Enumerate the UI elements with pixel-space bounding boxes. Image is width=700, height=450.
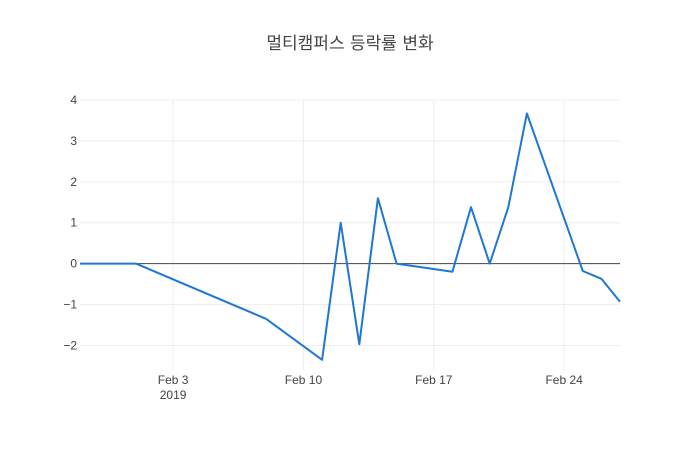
y-tick-label: −1 — [63, 298, 77, 312]
x-tick-label: Feb 3 — [158, 373, 189, 387]
x-tick-label: Feb 10 — [285, 373, 323, 387]
y-tick-label: 0 — [70, 257, 77, 271]
gridlines — [80, 99, 620, 370]
series-line — [80, 112, 621, 361]
x-tick-sublabel: 2019 — [160, 388, 187, 402]
series-layer — [80, 112, 621, 361]
x-tick-label: Feb 17 — [415, 373, 453, 387]
y-tick-label: 3 — [70, 134, 77, 148]
x-tick-label: Feb 24 — [545, 373, 583, 387]
y-tick-label: −2 — [63, 338, 77, 352]
chart-title: 멀티캠퍼스 등락률 변화 — [266, 34, 434, 54]
y-tick-label: 4 — [70, 93, 77, 107]
y-axis-ticks: 4 3 2 1 0 −1 −2 — [63, 93, 77, 352]
y-tick-label: 2 — [70, 175, 77, 189]
y-tick-label: 1 — [70, 216, 77, 230]
